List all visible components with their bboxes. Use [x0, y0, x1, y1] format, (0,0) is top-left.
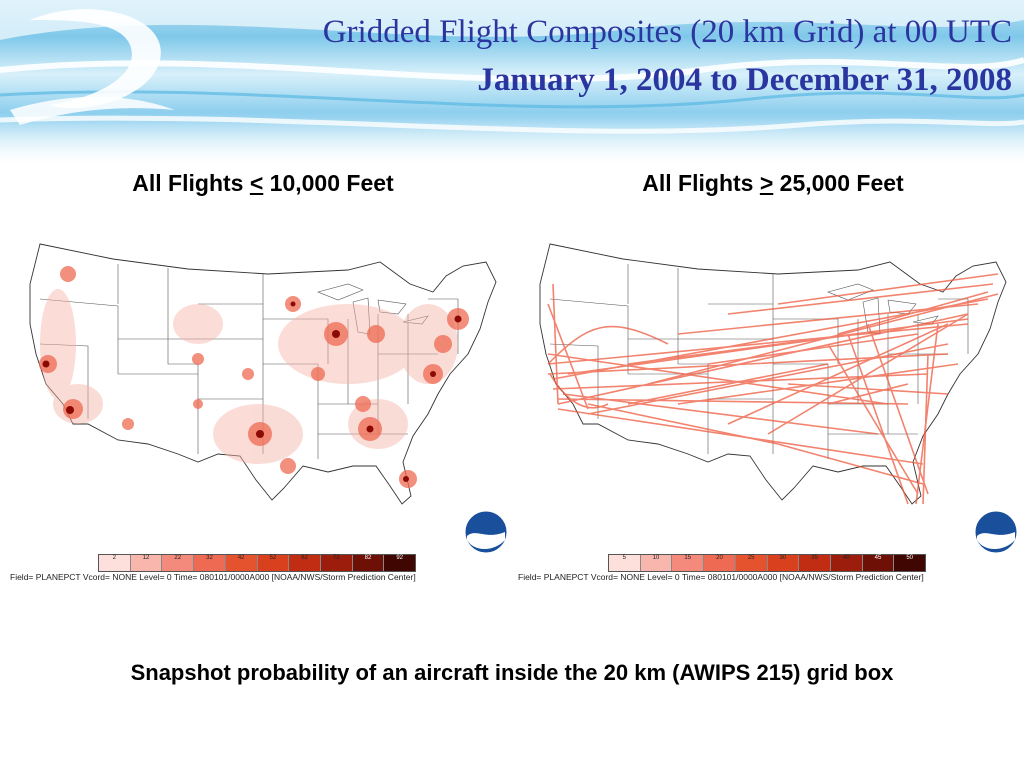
heading-suffix: 10,000 Feet: [263, 170, 394, 196]
flight-routes: [547, 273, 999, 505]
field-info: Field= PLANEPCT Vcord= NONE Level= 0 Tim…: [10, 572, 416, 582]
legend-cell: 32: [194, 555, 226, 571]
panel-low-altitude: All Flights < 10,000 Feet: [10, 170, 508, 590]
heading-prefix: All Flights: [642, 170, 760, 196]
panel-heading: All Flights < 10,000 Feet: [18, 170, 508, 197]
legend-cell: 50: [894, 555, 926, 571]
color-legend: 5 10 15 20 25 30 35 40 45 50: [608, 554, 926, 572]
caption: Snapshot probability of an aircraft insi…: [130, 660, 894, 685]
legend-cell: 22: [162, 555, 195, 571]
legend-cell: 25: [735, 555, 768, 571]
legend-cell: 92: [384, 555, 416, 571]
page-title: Gridded Flight Composites (20 km Grid) a…: [322, 14, 1012, 50]
header-banner: Gridded Flight Composites (20 km Grid) a…: [0, 0, 1024, 165]
us-map-svg: [539, 243, 1007, 505]
legend-cell: 20: [704, 555, 736, 571]
legend-cell: 62: [289, 555, 321, 571]
legend-cell: 45: [862, 555, 895, 571]
noaa-logo: [974, 510, 1018, 554]
legend-cell: 72: [320, 555, 353, 571]
great-lakes: [317, 283, 429, 335]
color-legend: 2 12 22 32 42 52 62 72 82 92: [98, 554, 416, 572]
heading-prefix: All Flights: [132, 170, 250, 196]
panel-high-altitude: All Flights > 25,000 Feet: [518, 170, 1018, 590]
legend-cell: 5: [609, 555, 641, 571]
legend-cell: 82: [352, 555, 385, 571]
legend-cell: 40: [830, 555, 863, 571]
heading-symbol: >: [759, 170, 774, 196]
map-low-altitude: [18, 204, 508, 544]
heading-suffix: 25,000 Feet: [773, 170, 904, 196]
legend-cell: 35: [799, 555, 831, 571]
legend-cell: 10: [640, 555, 673, 571]
flight-density-hubs: [42, 301, 462, 482]
banner-fade: [0, 118, 1024, 165]
legend-cell: 30: [767, 555, 800, 571]
noaa-logo: [464, 510, 508, 554]
panel-heading: All Flights > 25,000 Feet: [528, 170, 1018, 197]
heading-symbol: <: [249, 170, 264, 196]
page-subtitle: January 1, 2004 to December 31, 2008: [477, 62, 1012, 98]
legend-cell: 15: [672, 555, 705, 571]
legend-cell: 52: [257, 555, 290, 571]
field-info: Field= PLANEPCT Vcord= NONE Level= 0 Tim…: [518, 572, 924, 582]
us-map-svg: [29, 243, 497, 505]
legend-cell: 42: [225, 555, 258, 571]
legend-cell: 2: [99, 555, 131, 571]
map-high-altitude: [528, 204, 1018, 544]
legend-cell: 12: [130, 555, 163, 571]
